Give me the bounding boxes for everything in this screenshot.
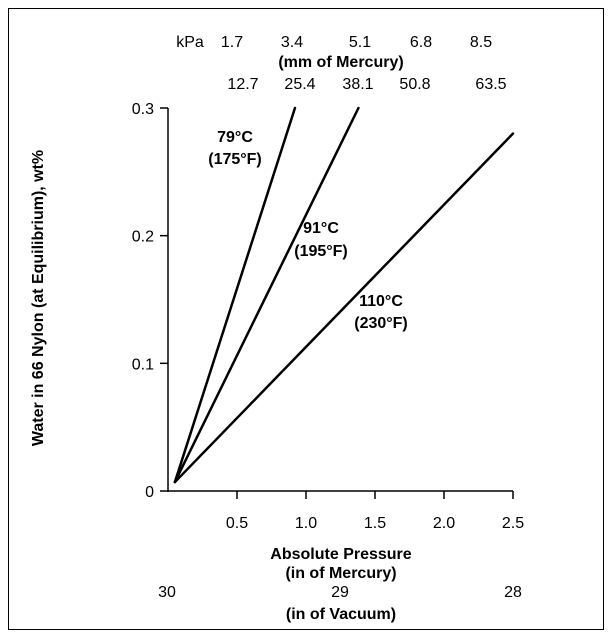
kpa-tick-label: 6.8	[410, 34, 432, 51]
series-sublabel-3: (230°F)	[354, 315, 408, 332]
mm-tick-label: 63.5	[475, 76, 506, 93]
y-tick-label: 0.1	[132, 356, 154, 373]
kpa-tick-label: 3.4	[281, 34, 303, 51]
series-line-2	[173, 106, 360, 484]
y-tick-label: 0.3	[132, 101, 154, 118]
series-label-1: 79°C	[217, 129, 253, 146]
mm-tick-label: 50.8	[399, 76, 430, 93]
kpa-tick-label: 8.5	[470, 34, 492, 51]
labels-group: Absolute Pressure (in of Mercury) 30 29 28 (i…	[30, 34, 522, 623]
kpa-tick-label: 1.7	[221, 34, 243, 51]
mm-tick-label: 12.7	[227, 76, 258, 93]
kpa-unit-label: kPa	[176, 34, 204, 51]
series-line-1	[173, 106, 297, 484]
mm-tick-label: 25.4	[284, 76, 315, 93]
y-tick-label: 0.2	[132, 229, 154, 246]
axes-group: 0 0.1 0.2 0.3 0.5 1.0 1.5 2.0 2.5	[132, 101, 524, 532]
x-axis-title-line2: (in of Mercury)	[285, 565, 396, 582]
vacuum-tick-label: 30	[158, 584, 176, 601]
series-label-3: 110°C	[359, 293, 403, 310]
vacuum-axis-title: (in of Vacuum)	[286, 606, 396, 623]
series-label-2: 91°C	[303, 220, 339, 237]
series-line-3	[173, 132, 515, 484]
x-axis-title-line1: Absolute Pressure	[270, 546, 411, 563]
y-tick-label: 0	[145, 484, 154, 501]
x-tick-label: 2.0	[433, 515, 455, 532]
x-tick-label: 1.0	[295, 515, 317, 532]
vacuum-tick-label: 28	[504, 584, 522, 601]
y-axis-title: Water in 66 Nylon (at Equilibrium), wt%	[30, 150, 47, 446]
vacuum-tick-label: 29	[331, 584, 349, 601]
x-tick-label: 0.5	[226, 515, 248, 532]
series-sublabel-1: (175°F)	[208, 151, 262, 168]
x-tick-label: 2.5	[502, 515, 524, 532]
mm-axis-title: (mm of Mercury)	[278, 54, 403, 71]
series-sublabel-2: (195°F)	[294, 243, 348, 260]
chart-frame	[8, 8, 604, 630]
x-tick-label: 1.5	[364, 515, 386, 532]
kpa-tick-label: 5.1	[349, 34, 371, 51]
mm-tick-label: 38.1	[342, 76, 373, 93]
series-group	[173, 106, 515, 484]
